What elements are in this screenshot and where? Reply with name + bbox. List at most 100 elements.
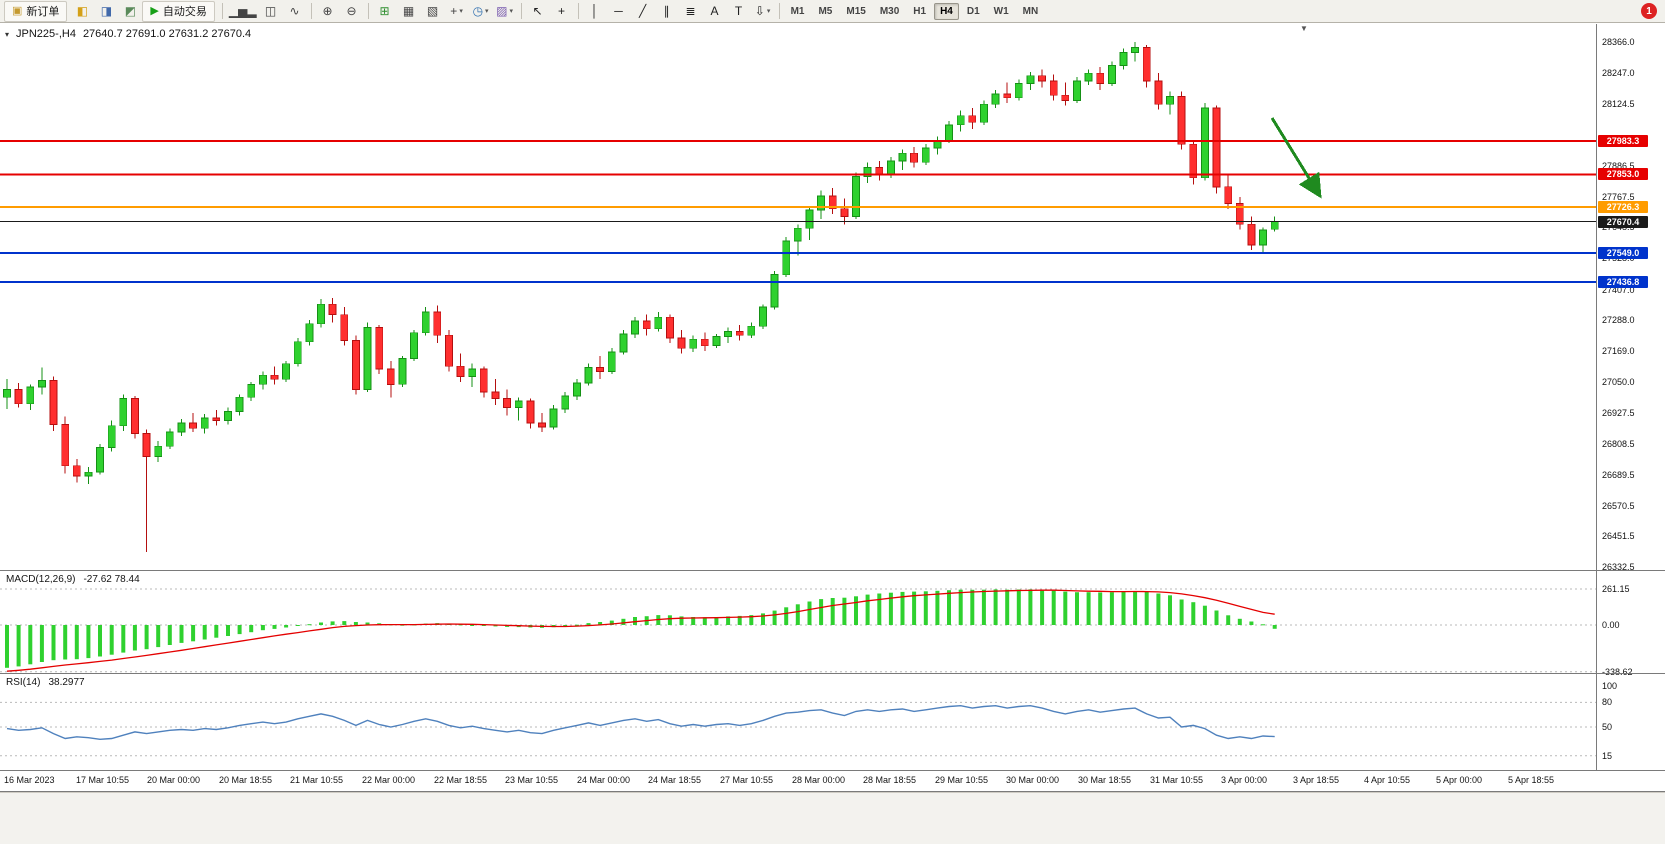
macd-histogram-bar (784, 607, 789, 625)
vertical-line-icon[interactable]: │ (583, 1, 607, 22)
notification-badge[interactable]: 1 (1641, 3, 1657, 19)
macd-histogram-bar (842, 597, 847, 625)
zoom-in-icon[interactable]: ⊕ (316, 1, 340, 22)
timeframe-button-mn[interactable]: MN (1022, 5, 1039, 17)
caret-down-icon: ▾ (485, 8, 489, 15)
main-chart-panel[interactable]: ▾ JPN225-,H4 27640.7 27691.0 27631.2 276… (0, 24, 1596, 570)
arrows-icon[interactable]: ⇩ ▾ (751, 1, 775, 22)
time-axis-label: 21 Mar 10:55 (290, 775, 344, 785)
time-axis[interactable]: 16 Mar 2023 17 Mar 10:55 20 Mar 00:00 20 Ma… (0, 771, 1596, 791)
candle (247, 381, 256, 402)
timeframe-button-w1[interactable]: W1 (993, 5, 1009, 17)
time-axis-label: 20 Mar 00:00 (147, 775, 201, 785)
market-watch-icon[interactable]: ◨ (94, 1, 118, 22)
candle (1119, 48, 1128, 70)
macd-histogram-bar (1156, 593, 1161, 625)
candle (421, 306, 430, 336)
panel-separator[interactable] (0, 673, 1665, 674)
macd-histogram-bar (737, 615, 742, 625)
price-axis-label: 26808.5 (1602, 439, 1635, 449)
candlestick-chart-icon[interactable]: ◫ (259, 1, 283, 22)
macd-histogram-bar (877, 593, 882, 625)
candle (433, 305, 442, 344)
macd-histogram-bar (609, 620, 614, 625)
candle (666, 314, 674, 344)
line-chart-icon[interactable]: ∿ (283, 1, 307, 22)
new-order-button[interactable]: ▣ 新订单 (4, 0, 68, 22)
macd-histogram-bar (5, 625, 9, 668)
macd-histogram-bar (121, 625, 126, 653)
label-icon[interactable]: T (727, 1, 751, 22)
zoom-out-icon[interactable]: ⊖ (340, 1, 364, 22)
candle (200, 414, 209, 434)
horizontal-line-icon: ─ (614, 4, 623, 18)
candle (468, 363, 477, 387)
market-depth-icon: ◧ (76, 4, 89, 18)
tile-windows-icon[interactable]: ⊞ (373, 1, 397, 22)
rsi-panel[interactable]: RSI(14) 38.2977 (0, 674, 1596, 770)
arrange-windows-icon[interactable]: ▧ (421, 1, 445, 22)
trend-arrow-annotation[interactable] (1270, 117, 1322, 199)
timeframe-button-h4[interactable]: H4 (934, 2, 959, 20)
candle (386, 361, 395, 398)
profiles-button[interactable]: ◷ ▾ (469, 1, 493, 22)
crosshair-icon[interactable]: + (550, 1, 574, 22)
bar-chart-icon[interactable]: ▁▅▂ (227, 1, 259, 22)
panel-separator[interactable] (0, 570, 1665, 571)
time-axis-label: 22 Mar 18:55 (434, 775, 488, 785)
candle (1049, 74, 1058, 101)
candle (631, 317, 639, 338)
timeframe-button-m1[interactable]: M1 (790, 5, 805, 17)
cascade-windows-icon[interactable]: ▦ (397, 1, 421, 22)
new-chart-button[interactable]: + ▾ (445, 1, 469, 22)
candle (921, 144, 930, 165)
candle (165, 428, 174, 449)
timeframe-button-m15[interactable]: M15 (846, 5, 866, 17)
macd-histogram-bar (1040, 589, 1045, 625)
price-level-badge: 27726.3 (1598, 201, 1648, 213)
channel-icon[interactable]: ∥ (655, 1, 679, 22)
macd-histogram-bar (1261, 624, 1265, 626)
horizontal-line-icon[interactable]: ─ (607, 1, 631, 22)
candle (1108, 61, 1116, 87)
cursor-icon[interactable]: ↖ (526, 1, 550, 22)
macd-label: MACD(12,26,9) (6, 574, 76, 585)
macd-chart[interactable] (0, 571, 1596, 673)
candle (514, 397, 523, 421)
fibonacci-icon[interactable]: ≣ (679, 1, 703, 22)
time-axis-label: 24 Mar 18:55 (648, 775, 702, 785)
zoom-in-icon: ⊕ (322, 4, 333, 18)
trendline-icon[interactable]: ╱ (631, 1, 655, 22)
auto-trading-button[interactable]: ▶ 自动交易 (142, 0, 215, 22)
chart-menu-icon[interactable]: ▾ (5, 29, 10, 39)
time-axis-label: 20 Mar 18:55 (219, 775, 273, 785)
macd-histogram-bar (260, 625, 265, 631)
rsi-line (6, 704, 1275, 741)
macd-panel[interactable]: MACD(12,26,9) -27.62 78.44 (0, 571, 1596, 673)
macd-histogram-bar (819, 599, 824, 625)
timeframe-button-m5[interactable]: M5 (818, 5, 833, 17)
candlestick-chart[interactable] (0, 24, 1596, 570)
macd-histogram-bar (39, 625, 44, 662)
time-axis-label: 30 Mar 18:55 (1078, 775, 1132, 785)
templates-button[interactable]: ▨ ▾ (493, 1, 517, 22)
timeframe-button-h1[interactable]: H1 (913, 5, 927, 17)
macd-histogram-bar (86, 625, 91, 659)
timeframe-button-m30[interactable]: M30 (879, 5, 900, 17)
candle (1224, 173, 1233, 209)
time-axis-label: 27 Mar 10:55 (720, 775, 774, 785)
macd-histogram-bar (981, 589, 986, 625)
text-icon[interactable]: A (703, 1, 727, 22)
rsi-axis-label: 15 (1602, 751, 1613, 761)
navigator-icon[interactable]: ◩ (118, 1, 142, 22)
macd-histogram-bar (947, 590, 951, 625)
price-axis[interactable]: 28366.028247.028124.527886.527767.527648… (1596, 24, 1665, 771)
rsi-chart[interactable] (0, 674, 1596, 770)
candle (456, 353, 465, 382)
price-axis-label: 27050.0 (1602, 377, 1635, 387)
candle (1084, 69, 1093, 85)
macd-histogram-bar (598, 622, 603, 625)
market-depth-icon[interactable]: ◧ (70, 1, 94, 22)
timeframe-button-d1[interactable]: D1 (966, 5, 980, 17)
chart-shift-marker[interactable]: ▼ (1300, 24, 1308, 33)
